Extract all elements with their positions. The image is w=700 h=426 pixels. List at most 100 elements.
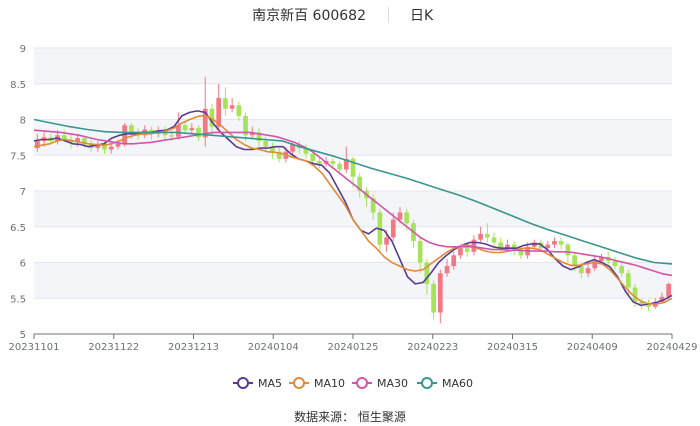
candle-body <box>337 163 342 170</box>
legend-item-ma10[interactable]: MA10 <box>289 377 345 390</box>
plot-band <box>34 48 672 84</box>
candle <box>646 299 651 312</box>
candle <box>612 256 618 270</box>
candle-body <box>390 219 396 238</box>
candle-body <box>357 176 363 191</box>
candle-body <box>431 283 436 313</box>
candle-body <box>290 144 295 152</box>
x-tick-label: 20231213 <box>168 342 219 353</box>
candle-body <box>196 128 201 138</box>
candle-body <box>458 248 463 256</box>
candle-body <box>552 241 557 245</box>
candle-body <box>384 237 389 245</box>
candle-body <box>176 125 181 137</box>
y-tick-label: 6.5 <box>10 223 26 234</box>
y-axis: 5 5.5 6 6.5 7 7.5 8 8.5 9 <box>10 44 26 341</box>
plot-band <box>34 298 672 334</box>
candle <box>95 140 101 152</box>
moving-average-lines <box>33 110 673 307</box>
candle <box>558 237 564 250</box>
candle-body <box>632 287 638 302</box>
candle-body <box>330 160 336 164</box>
y-tick-label: 7.5 <box>10 151 26 162</box>
candle-body <box>612 261 618 267</box>
candle <box>35 133 40 152</box>
candle-body <box>437 273 443 313</box>
candle-body <box>129 125 134 134</box>
candle <box>619 262 624 277</box>
candle-body <box>659 296 665 302</box>
candle <box>229 98 235 113</box>
candle-body <box>229 105 235 109</box>
candle-body <box>61 135 67 140</box>
y-tick-label: 8.5 <box>10 80 26 91</box>
candle-body <box>464 248 470 252</box>
legend-item-ma60[interactable]: MA60 <box>417 377 473 390</box>
candle-body <box>471 239 477 252</box>
candle <box>390 212 396 242</box>
candle-body <box>518 249 524 256</box>
candle <box>585 262 591 277</box>
candle <box>270 142 275 159</box>
legend-label: MA10 <box>314 377 345 390</box>
y-tick-label: 5.5 <box>10 294 26 305</box>
chart-header: 南京新百 600682 日K <box>252 7 434 24</box>
candle-body <box>511 244 517 250</box>
candle <box>317 156 322 169</box>
legend-item-ma30[interactable]: MA30 <box>352 377 408 390</box>
candle-body <box>256 132 262 141</box>
candle-body <box>646 303 651 307</box>
plot-band <box>34 262 672 299</box>
candle-body <box>82 138 87 144</box>
candle-body <box>619 266 624 274</box>
legend-label: MA60 <box>442 377 473 390</box>
x-tick-label: 20240315 <box>487 342 538 353</box>
ma60-line <box>33 118 673 265</box>
candle <box>303 144 309 159</box>
candle <box>639 298 645 309</box>
candle-body <box>370 198 376 213</box>
candle <box>256 128 262 147</box>
candle-body <box>95 145 101 149</box>
chart-title: 南京新百 600682 <box>252 8 366 24</box>
candle-body <box>424 262 430 284</box>
candle <box>491 232 497 249</box>
candle <box>182 120 188 134</box>
candle <box>484 223 490 243</box>
candle-body <box>189 128 195 131</box>
y-tick-label: 5 <box>20 330 26 341</box>
candle-body <box>169 135 175 137</box>
candle-body <box>625 273 631 288</box>
y-tick-label: 9 <box>20 44 26 55</box>
candle-body <box>276 151 282 159</box>
candle-body <box>572 255 577 267</box>
legend[interactable]: MA5 MA10 MA30 MA60 <box>233 377 473 390</box>
candle-body <box>545 244 551 249</box>
candle-body <box>75 138 81 143</box>
candle-body <box>585 268 591 274</box>
candle <box>552 237 557 249</box>
candle-body <box>498 242 504 249</box>
candle <box>471 235 477 256</box>
candle <box>243 112 248 141</box>
candle-body <box>317 160 322 164</box>
legend-marker <box>421 377 433 389</box>
chart-period: 日K <box>410 8 434 24</box>
candle-body <box>243 115 248 136</box>
ma30-line <box>33 129 673 277</box>
candle-body <box>35 140 40 149</box>
candle-body <box>350 158 356 177</box>
candle <box>478 226 483 243</box>
legend-item-ma5[interactable]: MA5 <box>233 377 282 390</box>
candle <box>223 87 228 116</box>
candle-body <box>558 241 564 245</box>
y-tick-label: 8 <box>20 116 26 127</box>
plot-band <box>34 191 672 227</box>
candle-body <box>270 146 275 152</box>
candle <box>417 237 423 274</box>
candle <box>451 251 457 270</box>
candle <box>236 101 242 121</box>
candle-body <box>263 140 269 147</box>
x-tick-label: 20240104 <box>248 342 299 353</box>
